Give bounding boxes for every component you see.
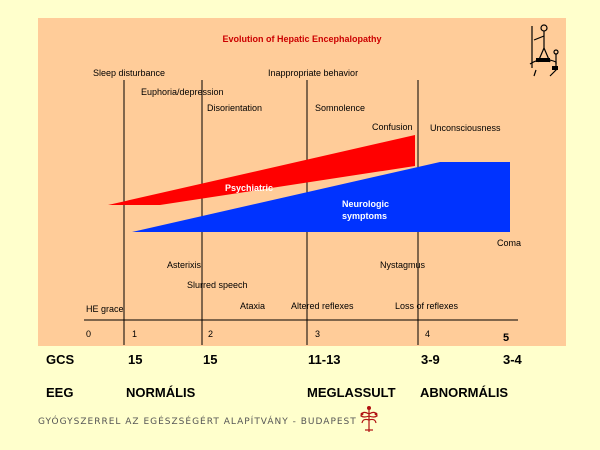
gcs-value-2: 15	[203, 352, 217, 367]
neurologic-label-line1: Neurologic	[342, 199, 389, 209]
stage-tick-5: 5	[503, 332, 509, 344]
eeg-value-slowed: MEGLASSULT	[307, 385, 396, 400]
stage-tick-4: 4	[425, 329, 430, 339]
label-somnolence: Somnolence	[315, 103, 365, 113]
eeg-value-abnormal: ABNORMÁLIS	[420, 385, 508, 400]
neurologic-band	[132, 162, 510, 232]
gcs-value-5: 3-4	[503, 352, 523, 367]
don-quixote-icon	[529, 24, 559, 77]
stage-tick-3: 3	[315, 329, 320, 339]
gcs-label: GCS	[46, 352, 75, 367]
label-inappropriate-behavior: Inappropriate behavior	[268, 68, 358, 78]
footer-text: GYÓGYSZERREL AZ EGÉSZSÉGÉRT ALAPÍTVÁNY -…	[38, 417, 357, 427]
gcs-value-1: 15	[128, 352, 142, 367]
label-sleep-disturbance: Sleep disturbance	[93, 68, 165, 78]
foundation-logo-icon	[360, 406, 378, 432]
gcs-value-3: 11-13	[308, 352, 341, 367]
stage-tick-2: 2	[208, 329, 213, 339]
label-loss-of-reflexes: Loss of reflexes	[395, 301, 459, 311]
eeg-value-normal: NORMÁLIS	[126, 385, 196, 400]
label-altered-reflexes: Altered reflexes	[291, 301, 354, 311]
label-disorientation: Disorientation	[207, 103, 262, 113]
label-coma: Coma	[497, 238, 521, 248]
psychiatric-label: Psychiatric	[225, 183, 273, 193]
label-confusion: Confusion	[372, 122, 413, 132]
label-euphoria: Euphoria/depression	[141, 87, 224, 97]
gcs-value-4: 3-9	[421, 352, 440, 367]
label-he-grace: HE grace	[86, 304, 124, 314]
stage-tick-0: 0	[86, 329, 91, 339]
label-slurred-speech: Slurred speech	[187, 280, 248, 290]
label-ataxia: Ataxia	[240, 301, 265, 311]
label-nystagmus: Nystagmus	[380, 260, 426, 270]
stage-tick-1: 1	[132, 329, 137, 339]
diagram-title: Evolution of Hepatic Encephalopathy	[222, 34, 381, 44]
label-unconsciousness: Unconsciousness	[430, 123, 501, 133]
eeg-label: EEG	[46, 385, 73, 400]
psychiatric-band	[108, 135, 415, 205]
neurologic-label-line2: symptoms	[342, 211, 387, 221]
label-asterixis: Asterixis	[167, 260, 202, 270]
